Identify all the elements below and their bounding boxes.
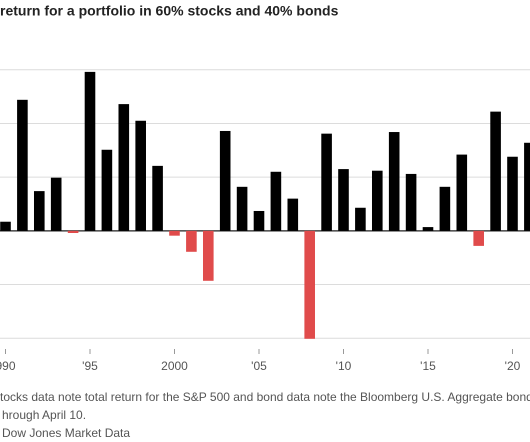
bar [355, 207, 366, 231]
bar [236, 186, 248, 231]
bar [388, 132, 400, 231]
x-tick-label: '95 [82, 359, 98, 373]
bar [338, 169, 349, 231]
x-tick-label: '10 [336, 359, 352, 373]
bar [101, 149, 113, 231]
footnote: Dow Jones Market Data [2, 426, 130, 440]
bar [524, 142, 530, 231]
bar [490, 111, 501, 231]
bar [202, 230, 214, 281]
bar [118, 104, 130, 231]
bar [439, 186, 451, 231]
footnote: tocks data note total return for the S&P… [0, 390, 530, 404]
bar [405, 173, 417, 231]
bar [371, 170, 383, 231]
bar [219, 130, 231, 231]
bar [135, 120, 146, 231]
bar [67, 230, 79, 233]
bar [304, 230, 315, 339]
bar [473, 230, 484, 246]
bar [186, 230, 197, 252]
x-tick-label: '15 [420, 359, 436, 373]
bar [422, 227, 434, 231]
bar [507, 156, 518, 231]
bar [169, 230, 180, 236]
bar [50, 177, 62, 231]
bar [321, 133, 332, 231]
bar [84, 71, 96, 231]
chart-title: return for a portfolio in 60% stocks and… [0, 3, 339, 19]
bar [33, 191, 45, 231]
bar [0, 221, 11, 231]
x-tick-label: '20 [505, 359, 521, 373]
bar [253, 210, 265, 231]
bar [17, 99, 28, 231]
footnote: hrough April 10. [2, 408, 86, 422]
x-tick-label: 990 [0, 359, 16, 373]
bar [456, 154, 468, 231]
x-tick-label: '05 [251, 359, 267, 373]
bar [152, 165, 163, 231]
bar [287, 198, 299, 231]
bar [270, 171, 282, 231]
x-tick-label: 2000 [161, 359, 188, 373]
